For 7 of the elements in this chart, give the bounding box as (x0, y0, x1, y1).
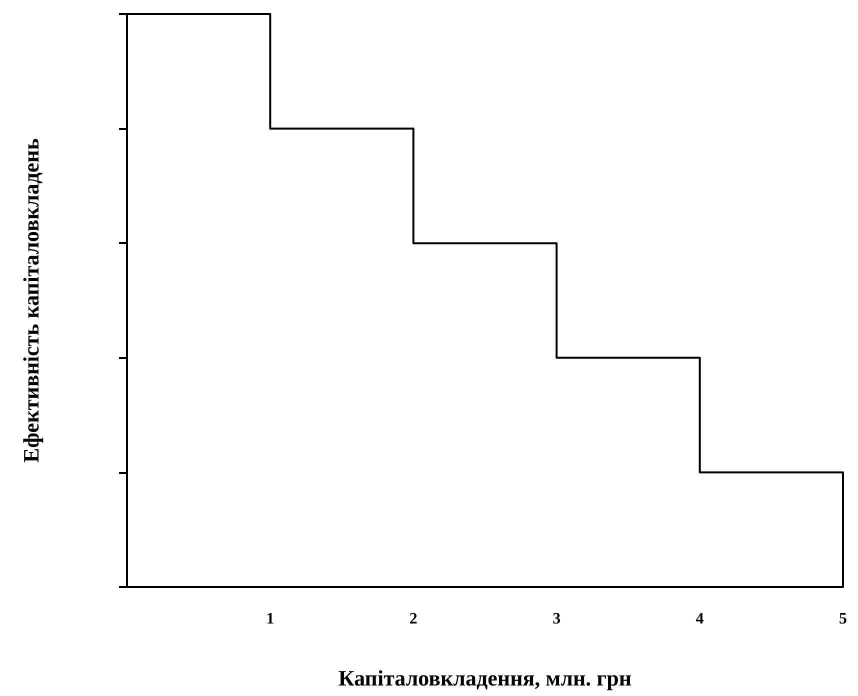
x-tick-label: 5 (839, 610, 847, 628)
x-tick-label: 3 (552, 610, 561, 628)
x-axis-title: Капіталовкладення, млн. грн (338, 666, 632, 690)
x-tick-label: 1 (266, 610, 274, 628)
x-tick-label: 2 (409, 610, 418, 628)
x-tick-label: 4 (696, 610, 704, 628)
y-axis-title: Ефективність капіталовкладень (18, 138, 44, 463)
